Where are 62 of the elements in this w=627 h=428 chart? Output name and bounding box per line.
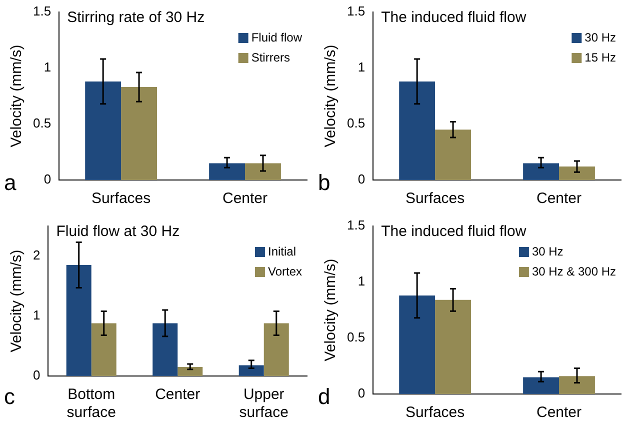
legend-label: 30 Hz & 300 Hz (532, 264, 616, 278)
x-tick-label: Surfaces (405, 190, 465, 208)
y-tick-label: 0 (44, 172, 52, 187)
bar (152, 323, 178, 376)
y-tick-label: 2 (32, 248, 40, 263)
legend-label: 30 Hz (532, 244, 564, 258)
y-axis-title: Velocity (mm/s) (8, 250, 26, 352)
text: d (318, 384, 330, 410)
bar (91, 323, 116, 376)
legend-label: Initial (268, 244, 296, 258)
y-axis-title: Velocity (mm/s) (322, 44, 340, 148)
bar (435, 300, 472, 394)
legend-label: Stirrers (251, 50, 290, 64)
bar (238, 365, 264, 376)
bar (85, 81, 122, 180)
y-tick-label: 1 (358, 60, 366, 75)
x-tick-label: Center (222, 190, 268, 208)
x-tick-label: Upper surface (239, 386, 288, 422)
bar (264, 323, 289, 376)
bar (399, 81, 436, 180)
y-tick-label: 1.5 (32, 4, 52, 19)
bar (178, 367, 203, 376)
bar (559, 166, 595, 180)
text: b (318, 170, 330, 196)
y-tick-label: 1.5 (346, 4, 366, 19)
y-tick-label: 0 (358, 386, 366, 401)
x-tick-label: Surfaces (91, 190, 151, 208)
y-tick-label: 1 (44, 60, 52, 75)
x-tick-label: Surfaces (405, 404, 465, 422)
text: a (4, 170, 17, 196)
bar (523, 377, 560, 394)
x-tick-label: Center (155, 386, 200, 404)
bar (399, 295, 436, 394)
bar (66, 265, 92, 376)
y-tick-label: 1 (32, 308, 40, 323)
chart-title: The induced fluid flow (381, 223, 526, 240)
y-tick-label: 0.5 (32, 116, 52, 131)
x-tick-label: Center (536, 404, 582, 422)
legend-label: 15 Hz (584, 50, 616, 64)
y-tick-label: 1.5 (346, 218, 366, 233)
legend-label: Fluid flow (251, 30, 302, 44)
bar (121, 87, 158, 180)
legend-label: Vortex (268, 264, 302, 278)
x-tick-label: Center (536, 190, 582, 208)
bar (245, 163, 281, 180)
bar (209, 163, 246, 180)
y-tick-label: 0 (32, 368, 40, 383)
y-tick-label: 0 (358, 172, 366, 187)
text: c (4, 384, 15, 410)
bar (559, 376, 595, 394)
chart-title: The induced fluid flow (381, 9, 526, 26)
x-tick-label: Bottom surface (66, 386, 116, 422)
y-axis-title: Velocity (mm/s) (8, 44, 26, 148)
bar (523, 163, 560, 180)
y-tick-label: 1 (358, 274, 366, 289)
bar (435, 130, 472, 180)
y-tick-label: 0.5 (346, 330, 366, 345)
chart-title: Stirring rate of 30 Hz (67, 9, 205, 26)
chart-title: Fluid flow at 30 Hz (56, 223, 180, 240)
y-tick-label: 0.5 (346, 116, 366, 131)
legend-label: 30 Hz (584, 30, 616, 44)
y-axis-title: Velocity (mm/s) (322, 258, 340, 362)
